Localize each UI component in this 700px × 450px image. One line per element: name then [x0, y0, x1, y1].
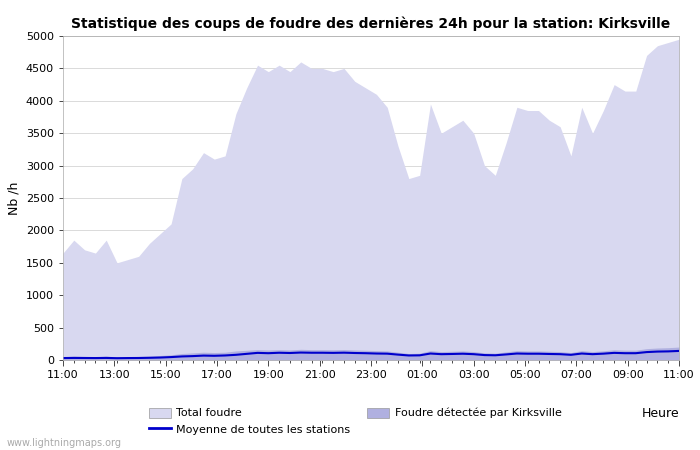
- Text: www.lightningmaps.org: www.lightningmaps.org: [7, 438, 122, 448]
- Text: Heure: Heure: [641, 407, 679, 420]
- Legend: Total foudre, Moyenne de toutes les stations, Foudre détectée par Kirksville: Total foudre, Moyenne de toutes les stat…: [148, 408, 562, 435]
- Y-axis label: Nb /h: Nb /h: [7, 181, 20, 215]
- Title: Statistique des coups de foudre des dernières 24h pour la station: Kirksville: Statistique des coups de foudre des dern…: [71, 16, 671, 31]
